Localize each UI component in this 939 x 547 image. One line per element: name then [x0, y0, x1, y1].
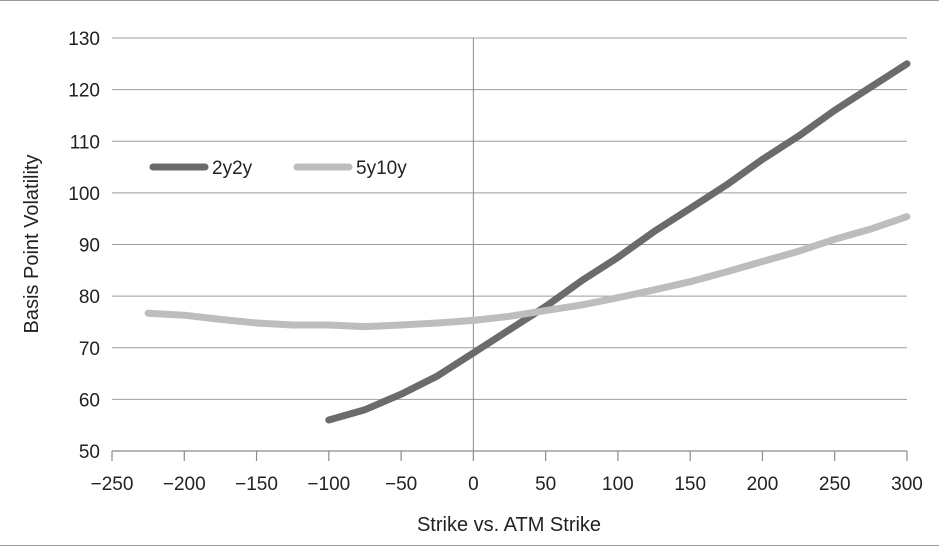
x-tick-label: 0 — [468, 474, 479, 495]
x-tick-label: 300 — [891, 474, 923, 495]
x-tick-label: 200 — [747, 474, 779, 495]
x-tick-label: 50 — [535, 474, 556, 495]
series-lines — [144, 60, 911, 424]
axes: 50 60 70 80 90 100 110 120 130 −250 −200 −150 −100 −5… — [68, 29, 923, 495]
y-tick-label: 120 — [68, 81, 100, 102]
x-tick-label: 150 — [674, 474, 706, 495]
y-tick-label: 110 — [70, 132, 100, 153]
series-line-2y2y — [325, 60, 911, 424]
y-tick-label: 60 — [79, 390, 100, 411]
x-tick-label: −150 — [235, 474, 278, 495]
legend: 2y2y 5y10y — [149, 158, 407, 179]
legend-label-5y10y: 5y10y — [356, 158, 407, 179]
x-tick-label: −250 — [91, 474, 134, 495]
x-axis-title: Strike vs. ATM Strike — [417, 514, 601, 536]
gridlines — [112, 37, 907, 400]
y-tick-label: 70 — [79, 339, 100, 360]
x-tick-label: −200 — [163, 474, 206, 495]
y-tick-label: 90 — [79, 236, 100, 257]
y-tick-label: 50 — [79, 442, 100, 463]
x-tick-label: −100 — [307, 474, 350, 495]
y-tick-label: 100 — [68, 184, 100, 205]
y-tick-label: 80 — [79, 287, 100, 308]
x-tick-label: 250 — [819, 474, 851, 495]
y-axis-title: Basis Point Volatility — [21, 155, 43, 334]
x-tick-label: −50 — [385, 474, 417, 495]
series-line-5y10y — [144, 213, 911, 331]
y-tick-label: 130 — [68, 29, 100, 50]
x-tick-label: 100 — [602, 474, 634, 495]
legend-label-2y2y: 2y2y — [212, 158, 253, 179]
